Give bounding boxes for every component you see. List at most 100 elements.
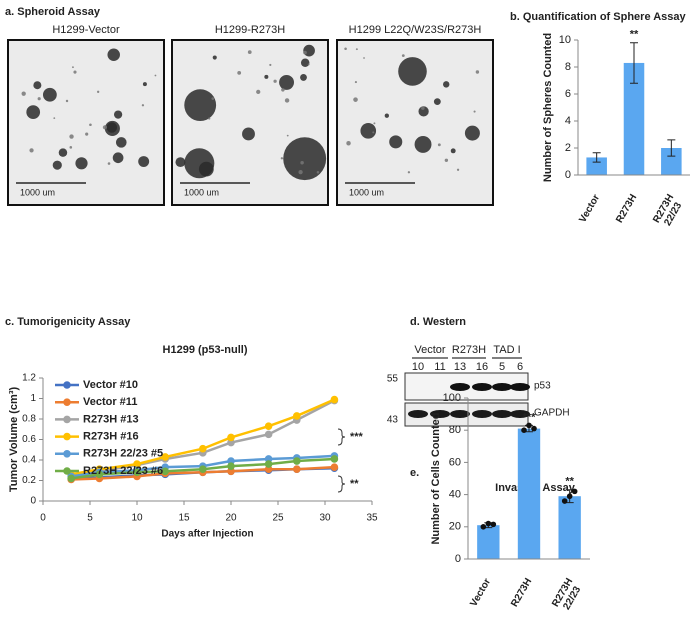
spheroid — [269, 63, 272, 67]
band — [408, 410, 428, 418]
spheroid — [208, 117, 211, 120]
y-axis-label: Number of Cells Counted — [430, 412, 442, 544]
spheroid — [363, 57, 365, 59]
spheroid — [284, 98, 290, 103]
spheroid — [303, 50, 307, 55]
series-marker — [67, 474, 75, 483]
spheroid — [107, 162, 111, 165]
data-point — [480, 524, 487, 530]
spheroid — [464, 125, 480, 141]
series-marker — [264, 460, 273, 468]
group-label: R273H — [452, 344, 486, 356]
spheroid — [355, 48, 358, 51]
series-marker — [264, 430, 273, 439]
legend-label: R273H #13 — [83, 413, 139, 425]
significance: *** — [523, 411, 537, 423]
bar — [558, 496, 581, 559]
y-tick-label: 1 — [30, 393, 36, 404]
legend-swatch — [63, 432, 71, 441]
bracket — [337, 475, 346, 493]
x-tick-label: 25 — [272, 513, 284, 524]
spheroid — [211, 97, 215, 101]
spheroid — [346, 141, 351, 146]
spheroid — [42, 87, 57, 102]
bar — [623, 62, 645, 176]
legend-swatch — [63, 398, 71, 407]
series-marker — [161, 467, 169, 476]
spheroid — [142, 82, 147, 87]
spheroid — [286, 134, 289, 137]
spheroid — [437, 143, 441, 147]
y-tick-label: 1.2 — [22, 373, 36, 384]
legend-label: R273H 22/23 #6 — [83, 465, 163, 477]
spheroid — [212, 55, 217, 60]
bar — [586, 157, 607, 175]
spheroid — [389, 135, 403, 149]
legend-swatch — [63, 467, 71, 475]
annotation: *** — [350, 431, 364, 443]
x-tick-label: 5 — [87, 513, 93, 524]
spheroid — [264, 74, 269, 79]
annotation: ** — [350, 478, 359, 490]
y-tick-label: 0.2 — [22, 475, 36, 486]
y-axis-label: Tumor Volume (cm³) — [8, 387, 20, 493]
data-point — [521, 427, 527, 434]
spheroid — [58, 148, 68, 157]
error-bar — [667, 139, 676, 157]
panel-label: e. — [410, 467, 419, 479]
series-marker — [264, 422, 273, 430]
spheroid — [421, 106, 425, 110]
y-tick-label: 0 — [30, 496, 36, 507]
band — [450, 383, 470, 391]
x-tick-label: 20 — [225, 513, 237, 524]
spheroid — [73, 70, 77, 74]
series-marker — [199, 444, 207, 453]
spheroid — [112, 152, 124, 164]
spheroid — [475, 70, 480, 74]
data-point — [566, 493, 573, 500]
legend-label: R273H #16 — [83, 431, 139, 443]
image-caption: H1299-Vector — [52, 24, 120, 36]
spheroid — [298, 169, 303, 175]
spheroid — [69, 146, 73, 149]
y-tick-label: 0.4 — [22, 455, 36, 466]
spheroid — [279, 74, 295, 90]
spheroid — [354, 81, 357, 84]
spheroid — [247, 50, 252, 54]
western-blot: 55 43 p53 GAPDH Vector R273H TAD I 10 11 13 16… — [387, 344, 570, 427]
spheroid — [53, 117, 56, 119]
spheroid — [384, 113, 389, 118]
micrographs: H1299-Vector 1000 um H1299-R273H 1000 um H12… — [7, 24, 494, 206]
significance: ** — [630, 29, 639, 41]
band — [472, 410, 492, 418]
y-axis-label: Number of Spheres Counted — [542, 33, 554, 182]
spheroid — [37, 97, 41, 101]
data-point — [571, 488, 578, 495]
spheroid — [85, 132, 89, 136]
spheroid — [450, 148, 456, 154]
lane-label: 5 — [499, 361, 505, 373]
spheroid — [115, 137, 127, 148]
spheroid — [418, 106, 429, 117]
spheroid — [104, 120, 120, 137]
y-tick-label: 80 — [449, 424, 461, 436]
x-axis-label: Days after Injection — [161, 529, 253, 540]
series-marker — [227, 462, 235, 470]
panel-label: a. Spheroid Assay — [5, 6, 101, 18]
error-bar — [592, 152, 601, 163]
y-tick-label: 60 — [449, 456, 461, 468]
spheroid — [21, 91, 26, 96]
band — [510, 383, 530, 391]
spheroid — [107, 48, 120, 61]
bar — [661, 148, 682, 175]
spheroid — [154, 74, 157, 77]
spheroid — [444, 158, 449, 162]
spheroid — [442, 81, 450, 88]
image-caption: H1299-R273H — [215, 24, 285, 36]
spheroid — [75, 157, 88, 170]
legend-swatch — [63, 415, 71, 424]
group-label: Vector — [414, 344, 446, 356]
spheroid — [398, 57, 427, 86]
